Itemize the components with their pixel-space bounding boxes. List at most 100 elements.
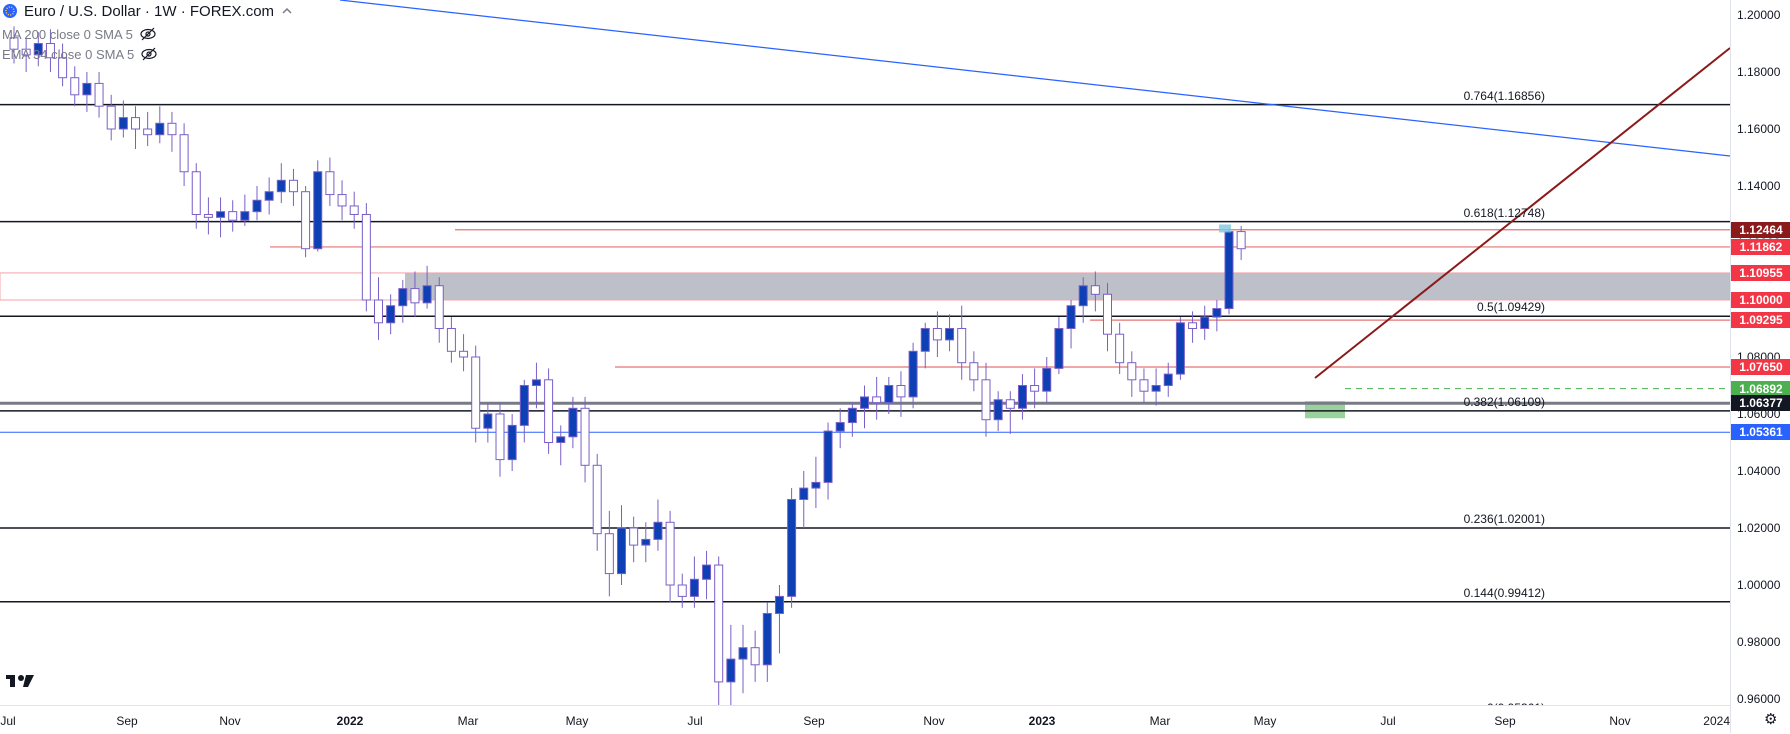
candle [762, 602, 772, 682]
candle [276, 163, 286, 204]
candle [726, 624, 736, 705]
candle [459, 334, 469, 372]
bear-candle-body [288, 179, 298, 193]
price-label[interactable]: 1.09295 [1731, 312, 1790, 329]
bear-candle-body [544, 379, 554, 443]
chart-canvas[interactable] [0, 0, 1730, 705]
support-zone-frame [0, 272, 1730, 301]
eye-off-icon[interactable] [139, 27, 157, 41]
bull-candle-body [787, 499, 797, 597]
price-label[interactable]: 1.06377 [1731, 395, 1790, 412]
time-axis[interactable]: Jul Sep Nov 2022 Mar May Jul Sep Nov 2023 Mar May Ju… [0, 705, 1730, 734]
candle [981, 362, 991, 437]
indicator-ma200[interactable]: MA 200 close 0 SMA 5 [0, 24, 157, 44]
candle [240, 194, 250, 226]
candle [446, 317, 456, 363]
bull-candle-body [641, 538, 651, 546]
bull-candle-body [617, 527, 626, 575]
bear-candle-body [337, 194, 347, 207]
chart-pane[interactable] [0, 0, 1730, 705]
candle [993, 391, 1003, 432]
bear-candle-body [143, 128, 153, 136]
bear-candle-body [131, 117, 140, 130]
bull-candle-body [774, 595, 784, 615]
bear-candle-body [1188, 322, 1198, 329]
chart-header: Euro / U.S. Dollar · 1W · FOREX.com [0, 0, 295, 22]
bull-candle-body [1078, 285, 1088, 307]
price-tick-label: 1.00000 [1737, 578, 1781, 592]
candle [774, 585, 784, 654]
price-tick-label: 1.02000 [1737, 521, 1781, 535]
fib-label: 0.618(1.12748) [1463, 205, 1545, 220]
time-label: 2022 [336, 714, 364, 728]
bull-candle-body [945, 328, 955, 341]
bear-candle-body [203, 214, 213, 218]
price-label[interactable]: 1.05361 [1731, 424, 1790, 441]
candle [471, 345, 481, 443]
symbol-title[interactable]: Euro / U.S. Dollar · 1W · FOREX.com [24, 2, 275, 20]
bear-candle-body [580, 407, 590, 466]
candle [70, 66, 80, 107]
candle [847, 402, 857, 437]
last-candle-highlight [1219, 224, 1231, 233]
candle [1139, 368, 1149, 403]
bull-candle-body [398, 288, 408, 307]
candle [313, 160, 323, 252]
candle [21, 37, 31, 72]
candle [155, 106, 165, 144]
bear-candle-body [106, 105, 116, 130]
candle [9, 26, 19, 64]
bear-candle-body [94, 82, 104, 107]
tradingview-logo[interactable] [6, 672, 40, 690]
time-label: Sep [116, 714, 138, 728]
bull-candle-body [847, 407, 857, 424]
candle [872, 376, 882, 420]
candle [556, 425, 566, 466]
candle [325, 157, 335, 206]
eye-off-icon[interactable] [140, 47, 158, 61]
candle [957, 305, 967, 380]
price-label[interactable]: 1.10955 [1731, 264, 1790, 281]
bull-candle-body [738, 647, 748, 660]
time-label: Nov [219, 714, 241, 728]
candle [1090, 271, 1100, 312]
candle [896, 371, 906, 417]
candle [1188, 311, 1198, 343]
candle [1030, 368, 1040, 409]
bull-candle-body [556, 436, 566, 443]
price-label[interactable]: 1.11862 [1731, 238, 1790, 255]
fib-label: 0.144(0.99412) [1463, 585, 1545, 600]
bull-candle-body [908, 350, 918, 398]
collapse-icon[interactable] [280, 4, 294, 18]
candle [1017, 374, 1027, 420]
demand-box [1305, 401, 1345, 419]
price-label[interactable]: 1.12464 [1731, 221, 1790, 238]
time-label: 2023 [1028, 714, 1056, 728]
bear-candle-body [932, 328, 942, 341]
candle [1236, 225, 1246, 261]
bull-candle-body [483, 413, 493, 429]
price-label[interactable]: 1.10000 [1731, 292, 1790, 308]
candle [1005, 391, 1015, 434]
bull-candle-body [1042, 367, 1052, 392]
candle [653, 499, 663, 551]
candle [665, 510, 675, 603]
price-axis[interactable]: 1.200001.180001.160001.140001.120001.100… [1730, 0, 1790, 733]
candle [45, 29, 55, 72]
time-label: May [565, 714, 589, 728]
indicator-ema34[interactable]: EMA 34 close 0 SMA 5 [0, 44, 158, 64]
candle [131, 106, 140, 149]
bear-candle-body [714, 564, 724, 683]
bear-candle-body [349, 205, 359, 215]
price-label[interactable]: 1.06892 [1731, 380, 1790, 397]
bull-candle-body [519, 385, 529, 426]
bear-candle-body [896, 385, 906, 398]
gear-icon[interactable]: ⚙ [1764, 711, 1778, 728]
candle [58, 43, 68, 87]
candle [908, 342, 918, 409]
bear-candle-body [1103, 293, 1112, 335]
candle [1212, 300, 1222, 332]
candle [374, 277, 383, 340]
candle [167, 111, 177, 152]
price-label[interactable]: 1.07650 [1731, 358, 1790, 375]
